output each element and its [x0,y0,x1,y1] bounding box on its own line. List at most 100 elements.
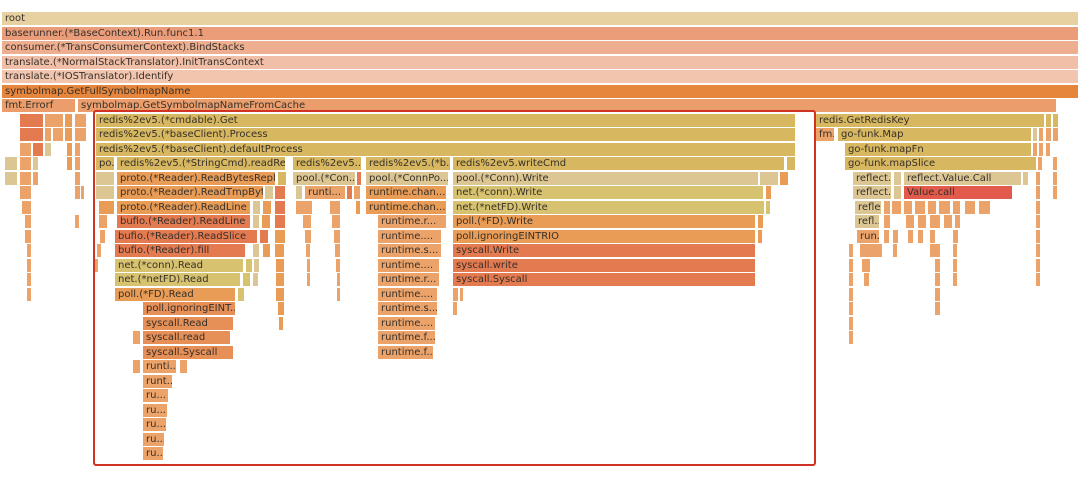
frame-fragment[interactable] [1036,258,1040,272]
frame-fragment[interactable] [253,273,258,286]
frame-block[interactable]: fmt.Errorf [2,99,75,112]
frame-fragment[interactable] [45,128,51,141]
frame-fragment[interactable] [953,273,957,286]
frame-fragment[interactable] [27,244,31,257]
frame-fragment[interactable] [5,157,17,170]
frame-block[interactable]: ru... [143,403,167,417]
frame-block[interactable]: symbolmap.GetSymbolmapNameFromCache [78,99,1056,112]
frame-fragment[interactable] [1046,128,1051,141]
frame-block[interactable]: go-funk.Map [838,128,1031,141]
frame-fragment[interactable] [336,258,340,272]
frame-block[interactable]: proto.(*Reader).ReadTmpBytes... [117,186,263,199]
frame-block[interactable]: redis%2ev5... [293,157,361,170]
frame-fragment[interactable] [1053,113,1058,127]
frame-block[interactable]: poll.ignoringEINTRIO [453,229,755,243]
frame-fragment[interactable] [953,244,957,257]
frame-fragment[interactable] [1036,200,1040,214]
frame-fragment[interactable] [860,244,882,257]
frame-fragment[interactable] [944,215,952,228]
frame-block[interactable]: Value.call [904,186,1012,199]
frame-fragment[interactable] [96,186,114,199]
frame-block[interactable]: fm... [816,128,834,141]
frame-block[interactable]: ru... [143,447,163,460]
frame-block[interactable]: net.(*netFD).Write [453,200,764,214]
frame-fragment[interactable] [275,200,285,214]
frame-fragment[interactable] [5,171,17,185]
frame-fragment[interactable] [243,273,250,286]
frame-block[interactable]: reflect... [853,186,891,199]
frame-block[interactable]: go-funk.mapFn [845,142,1031,156]
frame-fragment[interactable] [1036,215,1040,228]
frame-block[interactable]: ru... [143,389,168,402]
frame-block[interactable]: bufio.(*Reader).fill [115,244,245,257]
frame-fragment[interactable] [915,200,925,214]
frame-fragment[interactable] [20,171,31,185]
frame-block[interactable]: bufio.(*Reader).ReadSlice [115,229,257,243]
frame-block[interactable]: net.(*netFD).Read [115,273,240,286]
frame-fragment[interactable] [305,229,311,243]
frame-fragment[interactable] [894,171,901,185]
frame-fragment[interactable] [330,200,340,214]
frame-fragment[interactable] [81,186,84,199]
frame-fragment[interactable] [453,287,458,301]
frame-fragment[interactable] [979,200,990,214]
frame-fragment[interactable] [849,302,853,315]
frame-fragment[interactable] [263,244,270,257]
frame-fragment[interactable] [75,128,86,141]
frame-fragment[interactable] [75,215,79,228]
frame-fragment[interactable] [1053,171,1057,185]
frame-fragment[interactable] [262,215,270,228]
frame-block[interactable]: poll.(*FD).Write [453,215,755,228]
frame-fragment[interactable] [296,186,302,199]
frame-fragment[interactable] [276,258,284,272]
frame-fragment[interactable] [884,215,890,228]
frame-block[interactable]: consumer.(*TransConsumerContext).BindSta… [2,41,1078,54]
frame-fragment[interactable] [849,273,853,286]
frame-fragment[interactable] [20,157,31,170]
frame-block[interactable]: net.(*conn).Read [115,258,243,272]
frame-fragment[interactable] [953,258,957,272]
frame-fragment[interactable] [908,229,913,243]
frame-block[interactable]: syscall.Write [453,244,755,257]
frame-fragment[interactable] [460,287,463,301]
frame-block[interactable]: ru... [143,432,164,446]
frame-fragment[interactable] [918,215,926,228]
frame-fragment[interactable] [787,157,795,170]
frame-fragment[interactable] [930,244,940,257]
frame-fragment[interactable] [1053,128,1058,141]
frame-fragment[interactable] [253,244,259,257]
frame-block[interactable]: root [2,12,1078,25]
frame-fragment[interactable] [260,229,268,243]
frame-fragment[interactable] [884,229,889,243]
frame-fragment[interactable] [347,186,352,199]
frame-fragment[interactable] [1033,128,1037,141]
frame-fragment[interactable] [758,215,763,228]
frame-fragment[interactable] [935,273,940,286]
frame-block[interactable]: runtime.chan... [366,186,446,199]
frame-fragment[interactable] [65,128,72,141]
frame-block[interactable]: bufio.(*Reader).ReadLine [117,215,250,228]
frame-fragment[interactable] [20,142,31,156]
frame-block[interactable]: runtime.... [378,316,435,330]
frame-fragment[interactable] [279,316,283,330]
frame-fragment[interactable] [1036,244,1040,257]
frame-fragment[interactable] [180,360,187,373]
frame-fragment[interactable] [20,113,43,127]
frame-fragment[interactable] [75,142,80,156]
frame-fragment[interactable] [253,200,260,214]
frame-fragment[interactable] [335,244,340,257]
frame-fragment[interactable] [254,258,259,272]
frame-fragment[interactable] [354,186,360,199]
frame-fragment[interactable] [760,171,778,185]
frame-fragment[interactable] [1036,273,1040,286]
frame-block[interactable]: proto.(*Reader).ReadBytesReply [117,171,275,185]
frame-fragment[interactable] [928,200,936,214]
frame-fragment[interactable] [253,215,259,228]
frame-block[interactable]: reflect... [853,171,891,185]
frame-fragment[interactable] [303,215,311,228]
frame-fragment[interactable] [935,287,940,301]
frame-block[interactable]: translate.(*NormalStackTranslator).InitT… [2,55,1078,69]
frame-fragment[interactable] [864,273,869,286]
frame-fragment[interactable] [75,113,86,127]
frame-fragment[interactable] [953,200,960,214]
